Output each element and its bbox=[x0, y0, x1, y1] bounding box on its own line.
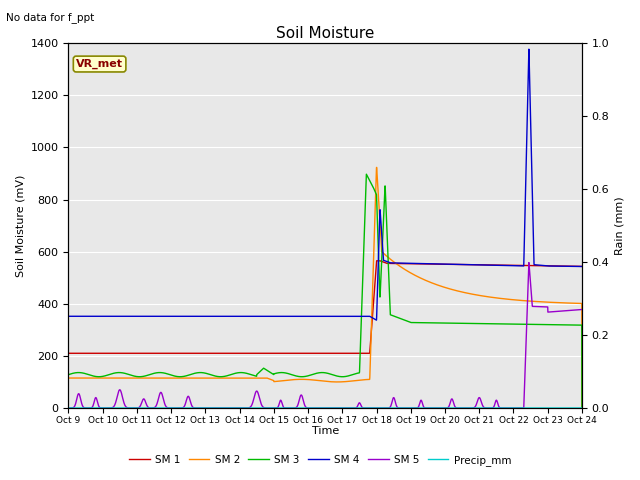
SM 4 bbox=[123, 313, 131, 319]
SM 3 bbox=[362, 171, 370, 177]
Precip_mm bbox=[123, 405, 131, 411]
SM 2 bbox=[262, 375, 269, 381]
Line: SM 5: SM 5 bbox=[68, 263, 582, 408]
Precip_mm bbox=[568, 405, 576, 411]
SM 2 bbox=[123, 375, 131, 381]
Line: SM 2: SM 2 bbox=[68, 168, 582, 408]
SM 1 bbox=[568, 264, 576, 269]
X-axis label: Time: Time bbox=[312, 426, 339, 436]
SM 5 bbox=[578, 307, 586, 312]
SM 4 bbox=[568, 264, 576, 269]
Precip_mm bbox=[513, 405, 520, 411]
SM 3 bbox=[154, 370, 161, 375]
Precip_mm bbox=[154, 405, 161, 411]
SM 1 bbox=[262, 350, 269, 356]
SM 1 bbox=[154, 350, 161, 356]
SM 3 bbox=[284, 371, 291, 376]
Y-axis label: Rain (mm): Rain (mm) bbox=[615, 196, 625, 255]
Precip_mm bbox=[578, 405, 586, 411]
SM 1 bbox=[65, 350, 72, 356]
SM 3 bbox=[578, 405, 586, 411]
SM 3 bbox=[513, 321, 520, 327]
SM 2 bbox=[513, 297, 520, 303]
SM 5 bbox=[525, 260, 532, 265]
SM 4 bbox=[65, 313, 72, 319]
SM 5 bbox=[65, 405, 72, 411]
SM 3 bbox=[262, 366, 269, 372]
Line: SM 4: SM 4 bbox=[68, 49, 582, 320]
SM 5 bbox=[123, 405, 131, 410]
SM 4 bbox=[513, 263, 520, 269]
SM 5 bbox=[154, 399, 161, 405]
SM 1 bbox=[373, 258, 381, 264]
SM 2 bbox=[284, 377, 291, 383]
SM 2 bbox=[65, 375, 72, 381]
SM 3 bbox=[123, 371, 131, 377]
Text: VR_met: VR_met bbox=[76, 59, 123, 69]
SM 5 bbox=[262, 405, 269, 411]
SM 4 bbox=[372, 317, 380, 323]
Y-axis label: Soil Moisture (mV): Soil Moisture (mV) bbox=[15, 174, 25, 277]
SM 5 bbox=[284, 405, 291, 411]
SM 5 bbox=[568, 307, 576, 313]
Title: Soil Moisture: Soil Moisture bbox=[276, 25, 374, 41]
SM 4 bbox=[525, 46, 532, 52]
SM 4 bbox=[154, 313, 161, 319]
Line: SM 1: SM 1 bbox=[68, 261, 582, 353]
SM 1 bbox=[513, 263, 520, 268]
Legend: SM 1, SM 2, SM 3, SM 4, SM 5, Precip_mm: SM 1, SM 2, SM 3, SM 4, SM 5, Precip_mm bbox=[125, 451, 515, 470]
SM 5 bbox=[513, 405, 520, 411]
SM 1 bbox=[578, 264, 586, 269]
SM 1 bbox=[123, 350, 131, 356]
Precip_mm bbox=[262, 405, 269, 411]
SM 1 bbox=[284, 350, 291, 356]
Line: SM 3: SM 3 bbox=[68, 174, 582, 408]
Text: No data for f_ppt: No data for f_ppt bbox=[6, 12, 95, 23]
SM 4 bbox=[578, 264, 586, 269]
SM 4 bbox=[262, 313, 269, 319]
SM 4 bbox=[284, 313, 291, 319]
Precip_mm bbox=[284, 405, 291, 411]
SM 3 bbox=[568, 322, 576, 328]
SM 2 bbox=[373, 165, 381, 170]
SM 2 bbox=[154, 375, 161, 381]
SM 2 bbox=[578, 405, 586, 411]
SM 2 bbox=[568, 300, 576, 306]
Precip_mm bbox=[65, 405, 72, 411]
SM 3 bbox=[65, 372, 72, 378]
